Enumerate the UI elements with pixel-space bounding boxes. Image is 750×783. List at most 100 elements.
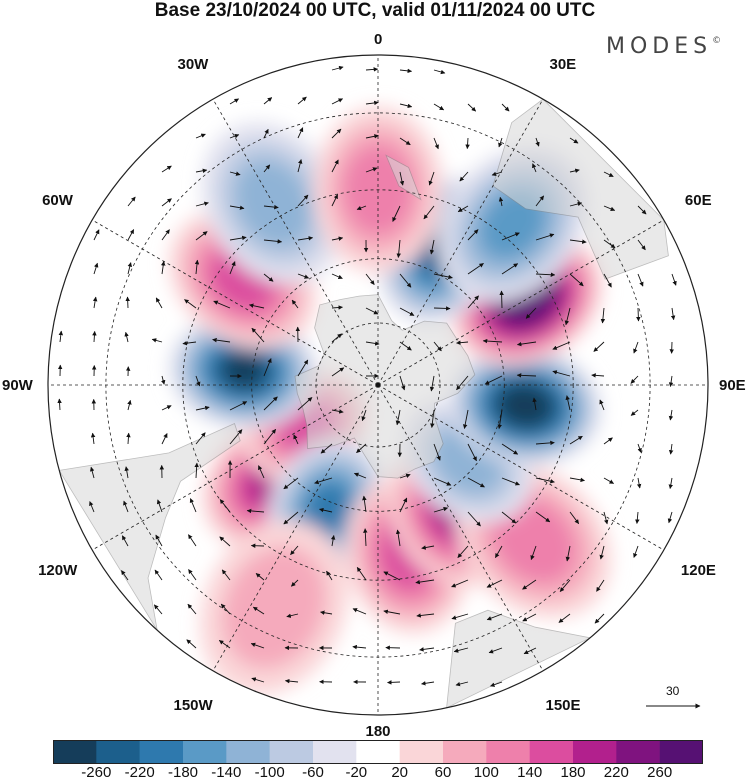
wind-vector [221,569,231,581]
wind-vector [523,647,537,655]
new-zealand-landmass [385,154,422,201]
wind-vector [498,196,504,207]
wind-vector [284,678,299,684]
wind-vector [126,432,131,445]
wind-vector [416,613,435,618]
wind-vector [457,205,469,213]
wind-vector [453,647,469,653]
wind-vector [399,307,415,316]
wind-vector [331,98,344,105]
wind-vector [516,341,537,347]
wind-vector [467,477,485,488]
wind-vector [188,569,197,581]
meridian-line [377,99,544,386]
longitude-label: 120W [38,561,78,579]
wind-vector [488,647,503,654]
wind-vector [399,171,405,186]
colorbar-tick-label: 100 [473,764,499,781]
wind-vector [535,511,551,523]
colorbar [53,740,703,764]
colorbar-swatch [183,740,227,764]
wind-vector [569,239,587,244]
wind-vector [465,137,470,150]
wind-vector [433,341,442,352]
africa-landmass [446,609,592,709]
colorbar-tick-label: -20 [345,764,368,781]
wind-vector [290,579,299,587]
wind-vector [127,229,135,241]
colorbar-tick-label: 60 [434,764,452,781]
wind-vector [569,273,584,287]
longitude-label: 180 [365,722,391,740]
wind-vector [195,231,208,241]
wind-vector [195,133,206,139]
wind-vector [258,465,265,479]
wind-vector [353,472,367,479]
colorbar-swatch [486,740,530,764]
wind-vector [124,331,129,343]
wind-vector [297,127,304,139]
longitude-label: 150E [545,696,581,714]
wind-vectors [57,65,677,687]
longitude-label: 120E [680,561,716,579]
wind-vector [486,613,503,621]
colorbar-tick-label: -220 [124,764,155,781]
wind-vector [457,545,469,558]
wind-vector [429,375,435,392]
wind-vector [187,603,197,615]
meridian-line [212,384,379,671]
wind-vector [229,171,241,176]
wind-vector [194,462,199,479]
wind-vector [161,405,172,411]
wind-vector [633,545,639,558]
wind-vector [558,613,571,623]
wind-vector [603,477,614,484]
wind-vector [195,375,201,387]
wind-vector [522,613,537,622]
wind-vector [229,401,248,411]
wind-vector [428,171,435,186]
wind-vector [569,477,585,483]
longitude-label: 60W [42,191,73,209]
colorbar-tick-label: -100 [254,764,285,781]
meridian-line [92,219,379,386]
wind-vector [433,137,439,150]
wind-vector [293,434,299,445]
wind-vector [352,608,367,615]
wind-vector [596,579,605,592]
wind-vector [396,239,401,258]
longitude-label: 150W [173,696,213,714]
wind-vector [433,477,452,486]
wind-vector [636,307,641,322]
wind-vector [486,579,503,588]
wind-vector [532,397,537,411]
wind-vector [429,239,435,255]
longitude-label: 0 [374,30,383,48]
wind-vector [229,134,240,139]
colorbar-swatch [399,740,444,764]
wind-vector [395,529,401,547]
wind-vector [603,239,616,249]
wind-vector [633,341,639,354]
vector-scale-label: 30 [666,684,680,698]
wind-vector [283,477,299,490]
wind-vector [501,477,520,486]
wind-vector [535,195,545,207]
wind-vector [161,165,172,173]
wind-vector [668,477,674,490]
anomaly-center [448,345,602,466]
wind-vector [184,299,197,309]
wind-vector [218,640,231,649]
wind-vector [297,273,310,279]
wind-vector [331,333,342,343]
wind-vector [535,272,556,277]
wind-vector [467,229,479,241]
colorbar-swatch [573,740,617,764]
wind-vector [535,137,540,147]
wind-vector [195,201,209,207]
latitude-circle [182,189,574,581]
wind-vector [603,171,614,178]
wind-vector [498,137,503,148]
wind-vector [383,571,401,581]
wind-vector [326,570,333,581]
